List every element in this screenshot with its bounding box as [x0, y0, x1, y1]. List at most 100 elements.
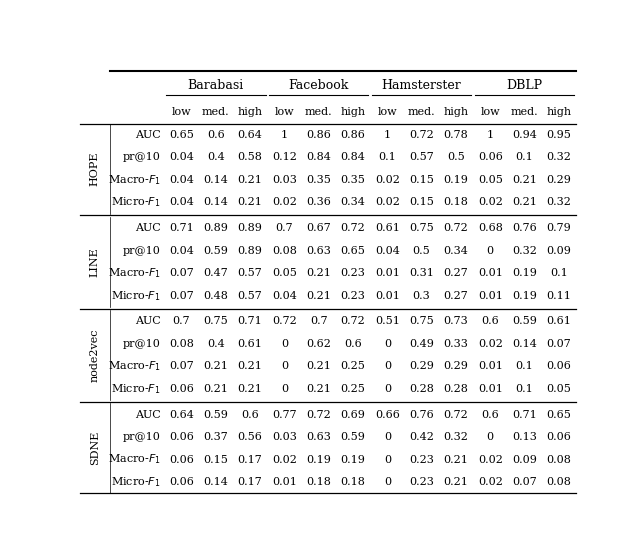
Text: 0.72: 0.72 [444, 410, 468, 420]
Text: 0.42: 0.42 [409, 432, 434, 442]
Text: high: high [340, 107, 365, 117]
Text: 0.48: 0.48 [204, 291, 228, 301]
Text: 0.72: 0.72 [444, 223, 468, 233]
Text: 0.68: 0.68 [478, 223, 502, 233]
Text: 0.7: 0.7 [276, 223, 293, 233]
Text: 0.18: 0.18 [340, 477, 365, 487]
Text: 0.29: 0.29 [444, 361, 468, 371]
Text: pr@10: pr@10 [122, 153, 161, 163]
Text: 0.28: 0.28 [444, 384, 468, 394]
Text: Micro-$F_1$: Micro-$F_1$ [111, 382, 161, 396]
Text: 0.72: 0.72 [340, 223, 365, 233]
Text: 0.06: 0.06 [547, 361, 572, 371]
Text: 0.6: 0.6 [481, 316, 499, 326]
Text: HOPE: HOPE [90, 151, 100, 186]
Text: 0.19: 0.19 [340, 454, 365, 465]
Text: 0.06: 0.06 [169, 432, 194, 442]
Text: 0.63: 0.63 [307, 432, 331, 442]
Text: Micro-$F_1$: Micro-$F_1$ [111, 196, 161, 209]
Text: 0.07: 0.07 [169, 291, 194, 301]
Text: 0.75: 0.75 [409, 316, 434, 326]
Text: 0.21: 0.21 [237, 175, 262, 185]
Text: 0.64: 0.64 [237, 130, 262, 140]
Text: 0.77: 0.77 [272, 410, 297, 420]
Text: 0.71: 0.71 [512, 410, 537, 420]
Text: 0.49: 0.49 [409, 339, 434, 349]
Text: 0.56: 0.56 [237, 432, 262, 442]
Text: Macro-$F_1$: Macro-$F_1$ [108, 266, 161, 280]
Text: 0.06: 0.06 [169, 454, 194, 465]
Text: 0.21: 0.21 [237, 384, 262, 394]
Text: 0.18: 0.18 [307, 477, 331, 487]
Text: 0.89: 0.89 [237, 223, 262, 233]
Text: pr@10: pr@10 [122, 432, 161, 442]
Text: 0.01: 0.01 [478, 268, 502, 278]
Text: 0.23: 0.23 [340, 291, 365, 301]
Text: 0.25: 0.25 [340, 384, 365, 394]
Text: 0.35: 0.35 [340, 175, 365, 185]
Text: 0.21: 0.21 [307, 384, 331, 394]
Text: 0.19: 0.19 [512, 268, 537, 278]
Text: 0.21: 0.21 [444, 477, 468, 487]
Text: med.: med. [202, 107, 230, 117]
Text: 0.15: 0.15 [409, 175, 434, 185]
Text: 0: 0 [281, 339, 288, 349]
Text: 0.05: 0.05 [478, 175, 502, 185]
Text: 0.23: 0.23 [409, 477, 434, 487]
Text: 0.32: 0.32 [512, 245, 537, 255]
Text: 0.29: 0.29 [547, 175, 572, 185]
Text: 0.28: 0.28 [409, 384, 434, 394]
Text: 0.86: 0.86 [307, 130, 331, 140]
Text: 0: 0 [486, 432, 494, 442]
Text: 0.59: 0.59 [340, 432, 365, 442]
Text: 0.07: 0.07 [169, 361, 194, 371]
Text: 0.32: 0.32 [547, 197, 572, 207]
Text: 0.59: 0.59 [204, 410, 228, 420]
Text: 0: 0 [281, 384, 288, 394]
Text: 0.06: 0.06 [478, 153, 502, 163]
Text: 0.04: 0.04 [169, 197, 194, 207]
Text: AUC: AUC [134, 223, 161, 233]
Text: 0.09: 0.09 [547, 245, 572, 255]
Text: AUC: AUC [134, 410, 161, 420]
Text: 0.1: 0.1 [516, 153, 533, 163]
Text: Facebook: Facebook [289, 79, 349, 92]
Text: 0.94: 0.94 [512, 130, 537, 140]
Text: 0.71: 0.71 [237, 316, 262, 326]
Text: 0.18: 0.18 [444, 197, 468, 207]
Text: 0.01: 0.01 [272, 477, 297, 487]
Text: 0.47: 0.47 [204, 268, 228, 278]
Text: 0.21: 0.21 [512, 197, 537, 207]
Text: 0.32: 0.32 [444, 432, 468, 442]
Text: 0.61: 0.61 [547, 316, 572, 326]
Text: 0.02: 0.02 [272, 197, 297, 207]
Text: 0.27: 0.27 [444, 268, 468, 278]
Text: 0.1: 0.1 [378, 153, 396, 163]
Text: 0.08: 0.08 [547, 454, 572, 465]
Text: 0.69: 0.69 [340, 410, 365, 420]
Text: 0: 0 [384, 361, 391, 371]
Text: med.: med. [408, 107, 435, 117]
Text: 0.19: 0.19 [307, 454, 331, 465]
Text: 0.21: 0.21 [307, 291, 331, 301]
Text: 0.21: 0.21 [512, 175, 537, 185]
Text: AUC: AUC [134, 316, 161, 326]
Text: 0.07: 0.07 [169, 268, 194, 278]
Text: 1: 1 [281, 130, 288, 140]
Text: 0.09: 0.09 [512, 454, 537, 465]
Text: 0.6: 0.6 [207, 130, 225, 140]
Text: 0: 0 [384, 384, 391, 394]
Text: 0.08: 0.08 [547, 477, 572, 487]
Text: 0.6: 0.6 [481, 410, 499, 420]
Text: 0.58: 0.58 [237, 153, 262, 163]
Text: 0.73: 0.73 [444, 316, 468, 326]
Text: 0.64: 0.64 [169, 410, 194, 420]
Text: 0.15: 0.15 [409, 197, 434, 207]
Text: 0.08: 0.08 [272, 245, 297, 255]
Text: 0.33: 0.33 [444, 339, 468, 349]
Text: 0.03: 0.03 [272, 432, 297, 442]
Text: 0.15: 0.15 [204, 454, 228, 465]
Text: 0.01: 0.01 [478, 384, 502, 394]
Text: 0.72: 0.72 [409, 130, 434, 140]
Text: 0.78: 0.78 [444, 130, 468, 140]
